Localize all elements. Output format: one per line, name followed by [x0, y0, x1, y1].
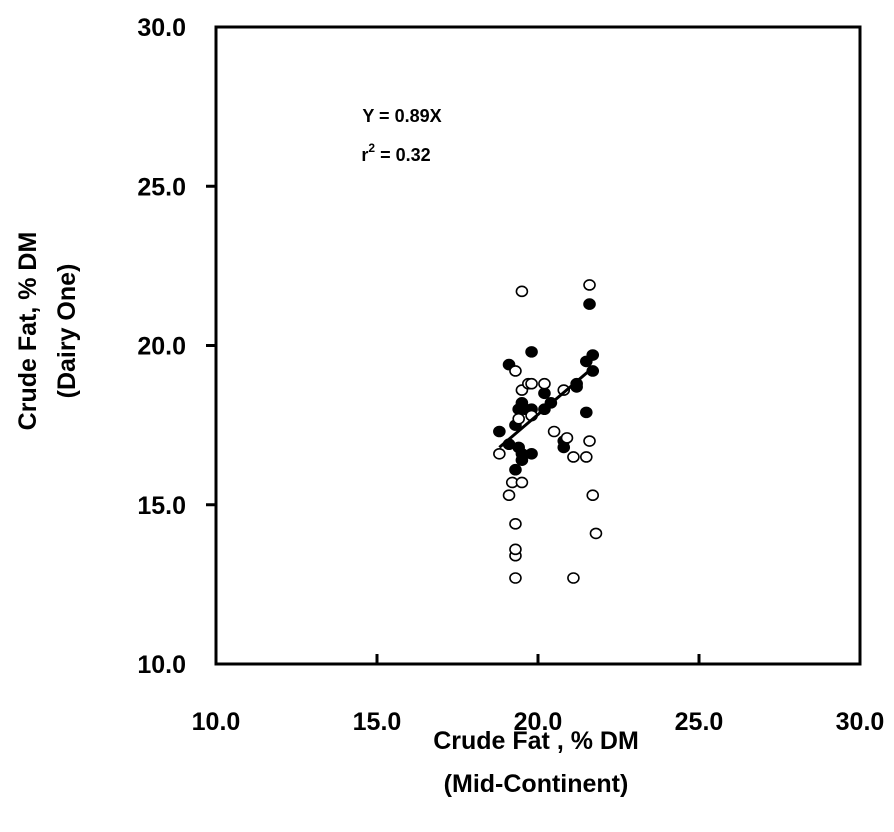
data-point-filled: [509, 463, 522, 476]
y-tick-label: 15.0: [137, 492, 186, 520]
data-point-filled: [493, 425, 506, 438]
data-point-open: [515, 285, 529, 298]
x-tick-label: 15.0: [353, 708, 402, 736]
data-point-filled: [579, 406, 593, 419]
data-point-open: [515, 476, 529, 489]
x-axis-subtitle: (Mid-Continent): [444, 770, 629, 798]
y-axis-ticks: 10.0 15.0 20.0 25.0 30.0: [137, 14, 216, 679]
data-point-open: [583, 279, 596, 291]
data-point-open: [560, 432, 574, 444]
x-tick-label: 20.0: [514, 708, 563, 736]
y-tick-label: 25.0: [137, 173, 186, 201]
data-point-filled: [583, 298, 596, 310]
data-point-open: [512, 412, 525, 425]
data-point-open: [509, 365, 522, 377]
data-point-open: [493, 447, 506, 460]
data-point-open: [509, 518, 522, 530]
data-point-open: [557, 384, 571, 396]
data-point-filled: [586, 349, 600, 361]
data-point-open: [509, 543, 522, 556]
x-tick-label: 30.0: [836, 708, 885, 736]
equation-annotation: Y = 0.89X: [362, 106, 441, 126]
data-point-open: [538, 377, 551, 390]
data-point-open: [567, 451, 580, 463]
data-point-filled: [557, 441, 571, 454]
x-tick-label: 25.0: [675, 708, 724, 736]
r-squared-annotation: r2 = 0.32: [361, 141, 430, 165]
data-point-filled: [525, 346, 538, 358]
data-point-filled: [538, 387, 551, 400]
data-point-open: [589, 527, 603, 540]
x-tick-label: 10.0: [192, 708, 241, 736]
data-point-open: [579, 451, 593, 463]
data-point-open: [509, 572, 522, 584]
data-point-open: [525, 377, 538, 390]
y-axis-title: Crude Fat, % DM: [14, 232, 42, 431]
y-axis-subtitle: (Dairy One): [53, 264, 81, 399]
data-point-open: [567, 572, 580, 584]
data-points: [493, 279, 603, 584]
data-point-filled: [525, 447, 538, 460]
data-point-filled: [515, 454, 529, 466]
x-axis-title: Crude Fat , % DM: [433, 727, 639, 755]
regression-layer: [498, 366, 594, 449]
data-point-open: [502, 489, 516, 501]
y-tick-label: 20.0: [137, 333, 186, 361]
data-point-open: [583, 435, 596, 447]
y-tick-label: 30.0: [137, 14, 186, 42]
data-point-open: [547, 425, 561, 438]
data-point-open: [586, 489, 600, 501]
data-point-filled: [570, 377, 583, 390]
y-tick-label: 10.0: [137, 651, 186, 679]
regression-line: [498, 366, 594, 449]
plot-area: [214, 25, 862, 666]
x-axis-ticks: 10.0 15.0 20.0 25.0 30.0: [192, 654, 885, 736]
